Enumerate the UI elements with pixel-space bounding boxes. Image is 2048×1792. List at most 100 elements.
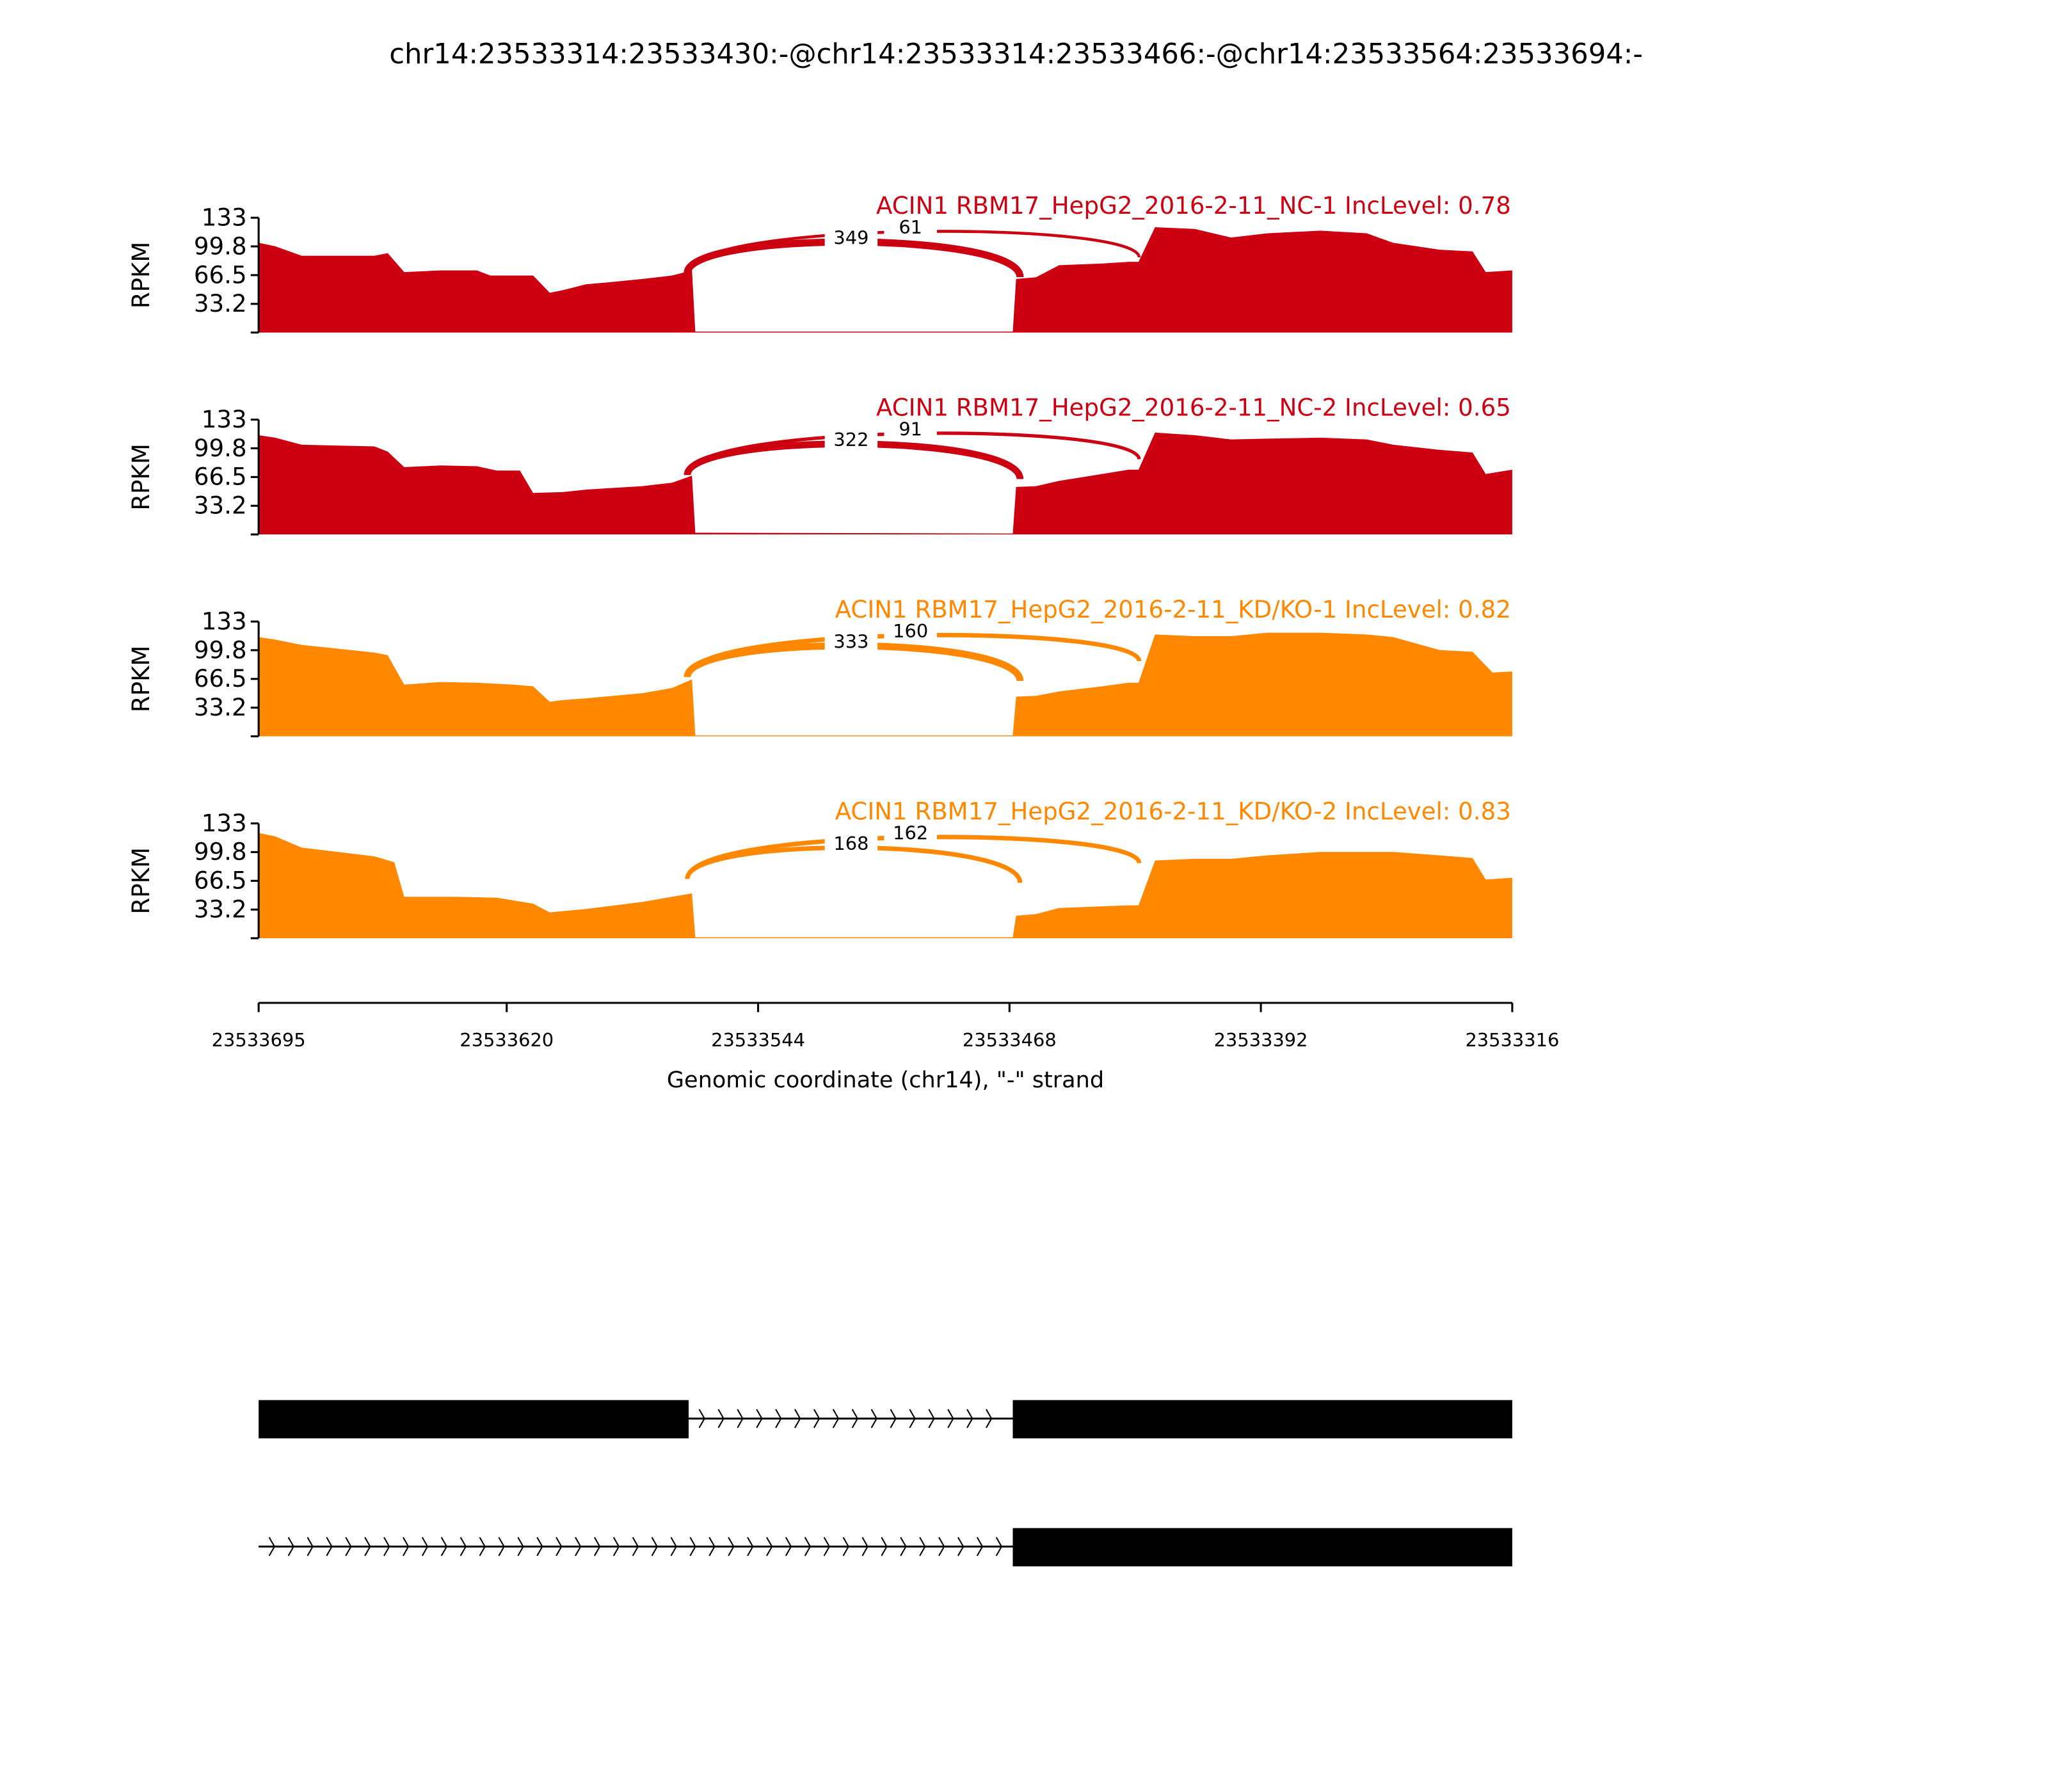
y-tick-label: 99.8 bbox=[194, 232, 247, 260]
strand-arrow-icon bbox=[383, 1537, 390, 1556]
exon-block bbox=[259, 1400, 689, 1439]
y-tick-label: 33.2 bbox=[194, 896, 247, 924]
strand-arrow-icon bbox=[947, 1409, 954, 1428]
strand-arrow-icon bbox=[861, 1537, 868, 1556]
strand-arrow-icon bbox=[460, 1537, 467, 1556]
strand-arrow-icon bbox=[717, 1409, 724, 1428]
strand-arrow-icon bbox=[556, 1537, 563, 1556]
strand-arrow-icon bbox=[326, 1537, 333, 1556]
y-axis-label: RPKM bbox=[127, 444, 155, 511]
strand-arrow-icon bbox=[823, 1537, 831, 1556]
y-tick-label: 133 bbox=[202, 204, 247, 232]
strand-arrow-icon bbox=[938, 1537, 945, 1556]
strand-arrow-icon bbox=[498, 1537, 505, 1556]
sample-title: ACIN1 RBM17_HepG2_2016-2-11_KD/KO-1 IncL… bbox=[835, 596, 1511, 623]
y-tick-label: 99.8 bbox=[194, 636, 247, 664]
strand-arrow-icon bbox=[689, 1537, 696, 1556]
strand-arrow-icon bbox=[517, 1537, 524, 1556]
strand-arrow-icon bbox=[785, 1537, 792, 1556]
junction-count-label: 349 bbox=[833, 227, 868, 248]
junction-count-label: 333 bbox=[833, 630, 868, 652]
junction-label-bg bbox=[884, 417, 937, 441]
strand-arrow-icon bbox=[479, 1537, 486, 1556]
junction-label-bg bbox=[824, 629, 878, 653]
strand-arrow-icon bbox=[986, 1409, 993, 1428]
strand-arrow-icon bbox=[536, 1537, 543, 1556]
junction-label-bg bbox=[824, 428, 878, 452]
strand-arrow-icon bbox=[632, 1537, 639, 1556]
chart-title: chr14:23533314:23533430:-@chr14:23533314… bbox=[389, 38, 1643, 70]
y-tick-label: 133 bbox=[202, 406, 247, 433]
y-tick-label: 66.5 bbox=[194, 665, 247, 692]
x-tick-label: 23533392 bbox=[1214, 1029, 1308, 1051]
junction-count-label: 160 bbox=[893, 620, 928, 642]
strand-arrow-icon bbox=[403, 1537, 410, 1556]
strand-arrow-icon bbox=[804, 1537, 812, 1556]
strand-arrow-icon bbox=[268, 1537, 276, 1556]
y-axis-label: RPKM bbox=[127, 847, 155, 915]
strand-arrow-icon bbox=[593, 1537, 601, 1556]
junction-label-bg bbox=[884, 215, 937, 239]
junction-count-label: 168 bbox=[833, 833, 868, 854]
y-tick-label: 99.8 bbox=[194, 435, 247, 462]
y-tick-label: 133 bbox=[202, 810, 247, 837]
strand-arrow-icon bbox=[287, 1537, 294, 1556]
exon-block bbox=[1012, 1400, 1512, 1439]
y-tick-label: 66.5 bbox=[194, 463, 247, 491]
strand-arrow-icon bbox=[737, 1409, 744, 1428]
strand-arrow-icon bbox=[364, 1537, 371, 1556]
y-axis-label: RPKM bbox=[127, 646, 155, 713]
junction-count-label: 162 bbox=[893, 822, 928, 844]
strand-arrow-icon bbox=[440, 1537, 448, 1556]
y-tick-label: 33.2 bbox=[194, 694, 247, 721]
strand-arrow-icon bbox=[881, 1537, 888, 1556]
strand-arrow-icon bbox=[728, 1537, 735, 1556]
strand-arrow-icon bbox=[966, 1409, 973, 1428]
coverage-area bbox=[259, 227, 1512, 333]
x-axis-label: Genomic coordinate (chr14), "-" strand bbox=[667, 1067, 1104, 1093]
transcript-model bbox=[259, 1400, 1512, 1439]
strand-arrow-icon bbox=[747, 1537, 754, 1556]
coverage-area bbox=[259, 432, 1512, 535]
strand-arrow-icon bbox=[421, 1537, 429, 1556]
strand-arrow-icon bbox=[756, 1409, 763, 1428]
strand-arrow-icon bbox=[612, 1537, 620, 1556]
strand-arrow-icon bbox=[794, 1409, 801, 1428]
strand-arrow-icon bbox=[651, 1537, 658, 1556]
x-tick-label: 23533620 bbox=[460, 1029, 554, 1051]
strand-arrow-icon bbox=[345, 1537, 352, 1556]
strand-arrow-icon bbox=[842, 1537, 849, 1556]
x-tick-label: 23533544 bbox=[711, 1029, 805, 1051]
y-tick-label: 66.5 bbox=[194, 261, 247, 289]
y-tick-label: 33.2 bbox=[194, 290, 247, 317]
x-tick-label: 23533316 bbox=[1465, 1029, 1559, 1051]
gene-models bbox=[259, 1400, 1512, 1567]
transcript-model bbox=[259, 1528, 1512, 1567]
x-tick-label: 23533695 bbox=[212, 1029, 306, 1051]
junction-count-label: 322 bbox=[833, 429, 868, 451]
strand-arrow-icon bbox=[957, 1537, 964, 1556]
strand-arrow-icon bbox=[928, 1409, 935, 1428]
strand-arrow-icon bbox=[890, 1409, 897, 1428]
junction-label-bg bbox=[884, 820, 937, 845]
y-tick-label: 133 bbox=[202, 608, 247, 636]
coverage-area bbox=[259, 833, 1512, 938]
strand-arrow-icon bbox=[813, 1409, 820, 1428]
sample-title: ACIN1 RBM17_HepG2_2016-2-11_NC-2 IncLeve… bbox=[876, 394, 1511, 421]
strand-arrow-icon bbox=[832, 1409, 840, 1428]
strand-arrow-icon bbox=[698, 1409, 705, 1428]
junction-count-label: 91 bbox=[899, 418, 922, 440]
junction-label-bg bbox=[884, 619, 937, 643]
strand-arrow-icon bbox=[870, 1409, 877, 1428]
junction-label-bg bbox=[824, 225, 878, 250]
y-tick-label: 99.8 bbox=[194, 838, 247, 866]
y-axis-label: RPKM bbox=[127, 242, 155, 309]
strand-arrow-icon bbox=[900, 1537, 907, 1556]
sample-title: ACIN1 RBM17_HepG2_2016-2-11_KD/KO-2 IncL… bbox=[835, 797, 1511, 825]
